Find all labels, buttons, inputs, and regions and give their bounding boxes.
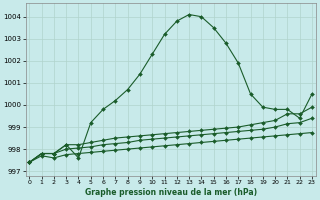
X-axis label: Graphe pression niveau de la mer (hPa): Graphe pression niveau de la mer (hPa) [84,188,257,197]
